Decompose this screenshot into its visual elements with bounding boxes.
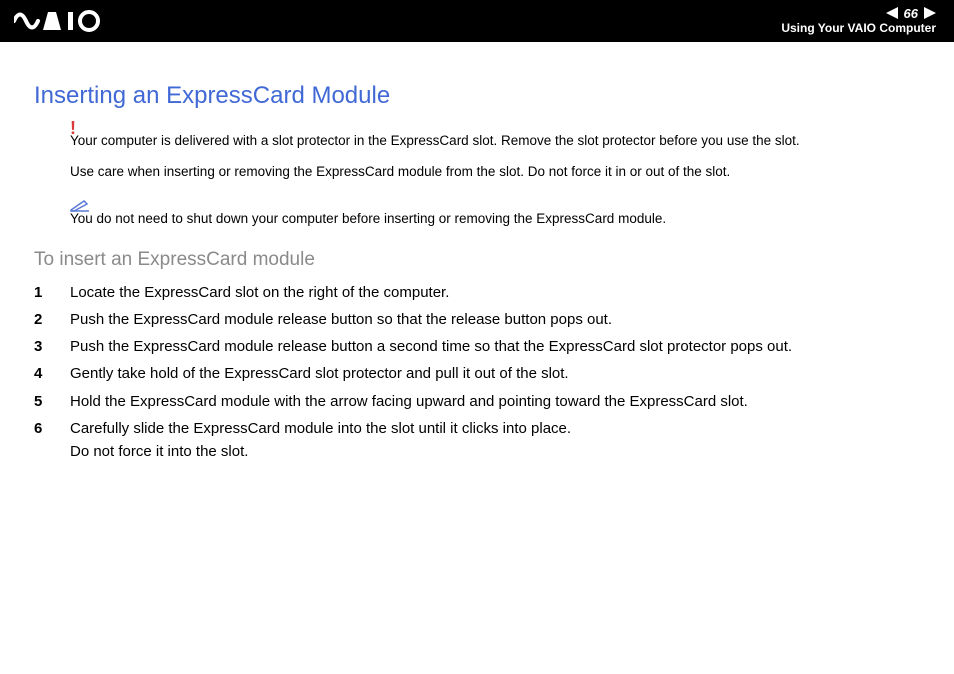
next-page-icon[interactable] [924, 7, 936, 22]
tip-note: You do not need to shut down your comput… [70, 210, 920, 229]
warning-text-1: Your computer is delivered with a slot p… [70, 132, 920, 151]
vaio-logo [14, 10, 124, 32]
step-number: 4 [34, 362, 70, 385]
section-label: Using Your VAIO Computer [781, 22, 936, 35]
header-right: 66 Using Your VAIO Computer [781, 7, 936, 35]
steps-list: 1 Locate the ExpressCard slot on the rig… [34, 281, 920, 464]
step-item: 6 Carefully slide the ExpressCard module… [34, 417, 920, 464]
step-item: 5 Hold the ExpressCard module with the a… [34, 390, 920, 413]
warning-note: ! Your computer is delivered with a slot… [70, 132, 920, 182]
warning-icon: ! [70, 116, 76, 141]
tip-text: You do not need to shut down your comput… [70, 210, 920, 229]
step-number: 2 [34, 308, 70, 331]
warning-text-2: Use care when inserting or removing the … [70, 163, 920, 182]
step-text: Push the ExpressCard module release butt… [70, 308, 920, 331]
step-text: Push the ExpressCard module release butt… [70, 335, 920, 358]
step-item: 4 Gently take hold of the ExpressCard sl… [34, 362, 920, 385]
step-number: 5 [34, 390, 70, 413]
step-text: Carefully slide the ExpressCard module i… [70, 417, 920, 464]
step-item: 3 Push the ExpressCard module release bu… [34, 335, 920, 358]
prev-page-icon[interactable] [886, 7, 898, 22]
step-item: 2 Push the ExpressCard module release bu… [34, 308, 920, 331]
page-nav: 66 [886, 7, 936, 22]
procedure-heading: To insert an ExpressCard module [34, 249, 920, 271]
step-number: 6 [34, 417, 70, 464]
tip-icon [70, 194, 90, 219]
page-number: 66 [904, 7, 918, 21]
step-number: 1 [34, 281, 70, 304]
step-text: Gently take hold of the ExpressCard slot… [70, 362, 920, 385]
step-text: Hold the ExpressCard module with the arr… [70, 390, 920, 413]
step-number: 3 [34, 335, 70, 358]
page-title: Inserting an ExpressCard Module [34, 82, 920, 110]
page-content: Inserting an ExpressCard Module ! Your c… [0, 42, 954, 463]
step-item: 1 Locate the ExpressCard slot on the rig… [34, 281, 920, 304]
header-bar: 66 Using Your VAIO Computer [0, 0, 954, 42]
step-text: Locate the ExpressCard slot on the right… [70, 281, 920, 304]
